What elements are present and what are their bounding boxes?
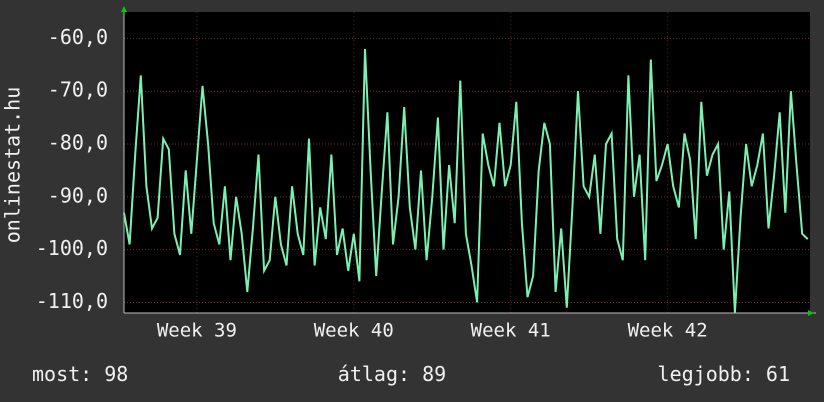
y-axis-label: onlinestat.hu — [1, 87, 25, 244]
y-tick-label: -80,0 — [48, 131, 108, 155]
footer-stat: átlag: 89 — [338, 362, 446, 386]
footer-stat: legjobb: 61 — [658, 362, 790, 386]
data-line — [123, 48, 809, 314]
footer-value: 89 — [422, 362, 446, 386]
footer-stat: most: 98 — [32, 362, 128, 386]
y-tick-label: -70,0 — [48, 78, 108, 102]
x-tick-label: Week 39 — [157, 320, 237, 342]
footer-value: 61 — [766, 362, 790, 386]
x-tick-label: Week 42 — [628, 320, 708, 342]
footer-value: 98 — [104, 362, 128, 386]
footer-label: most: — [32, 362, 92, 386]
y-tick-label: -90,0 — [48, 183, 108, 207]
x-tick-label: Week 41 — [471, 320, 551, 342]
footer-label: átlag: — [338, 362, 410, 386]
y-tick-label: -100,0 — [36, 236, 108, 260]
axis-arrow — [121, 6, 127, 12]
x-tick-label: Week 40 — [314, 320, 394, 342]
y-tick-label: -110,0 — [36, 289, 108, 313]
axis-arrow — [808, 310, 814, 316]
y-tick-label: -60,0 — [48, 25, 108, 49]
plot-area — [124, 12, 810, 313]
footer-label: legjobb: — [658, 362, 754, 386]
